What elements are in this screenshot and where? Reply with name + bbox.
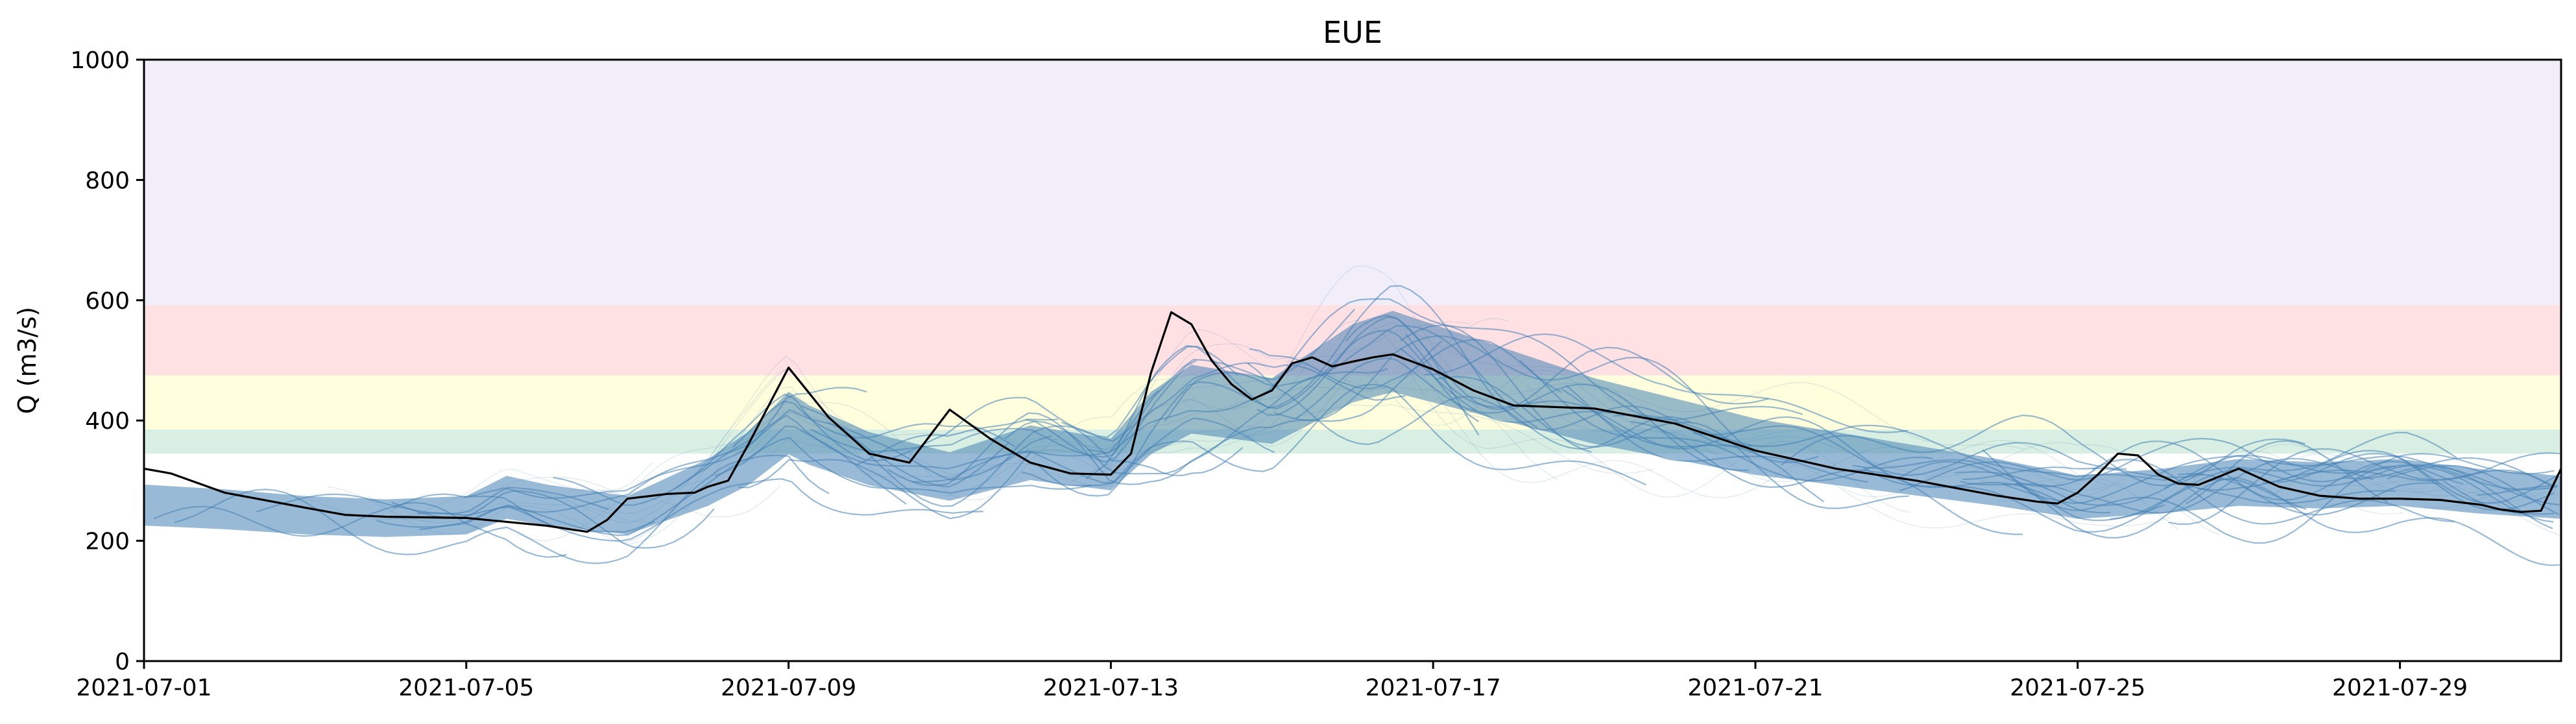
threshold-bands	[144, 60, 2561, 454]
x-tick-label: 2021-07-05	[398, 675, 534, 701]
x-tick-label: 2021-07-29	[2332, 675, 2468, 701]
ensemble-member-line	[1424, 333, 1908, 433]
x-tick-label: 2021-07-09	[721, 675, 856, 701]
y-tick-label: 200	[85, 529, 130, 555]
y-axis-title: Q (m3/s)	[13, 307, 42, 414]
x-tick-label: 2021-07-01	[76, 675, 211, 701]
y-tick-label: 800	[85, 167, 130, 194]
y-tick-label: 0	[115, 649, 130, 675]
x-tick-label: 2021-07-21	[1687, 675, 1823, 701]
y-tick-label: 400	[85, 408, 130, 435]
plot-frame	[143, 58, 2562, 662]
ensemble-core-band	[144, 311, 2561, 537]
observed-series	[143, 311, 2562, 533]
threshold-band	[144, 60, 2561, 306]
ensemble-member-line	[614, 329, 1270, 543]
y-axis: 0 200 400 600 800 1000	[70, 47, 144, 675]
chart-title: EUE	[1323, 15, 1382, 50]
y-tick-label: 600	[85, 288, 130, 315]
observed-line	[143, 311, 2562, 533]
x-tick-label: 2021-07-13	[1043, 675, 1179, 701]
ensemble-member-line	[517, 373, 1212, 541]
x-tick-label: 2021-07-25	[2010, 675, 2145, 701]
y-tick-label: 1000	[70, 47, 130, 74]
x-axis: 2021-07-01 2021-07-05 2021-07-09 2021-07-13…	[76, 661, 2468, 701]
x-tick-label: 2021-07-17	[1366, 675, 1501, 701]
